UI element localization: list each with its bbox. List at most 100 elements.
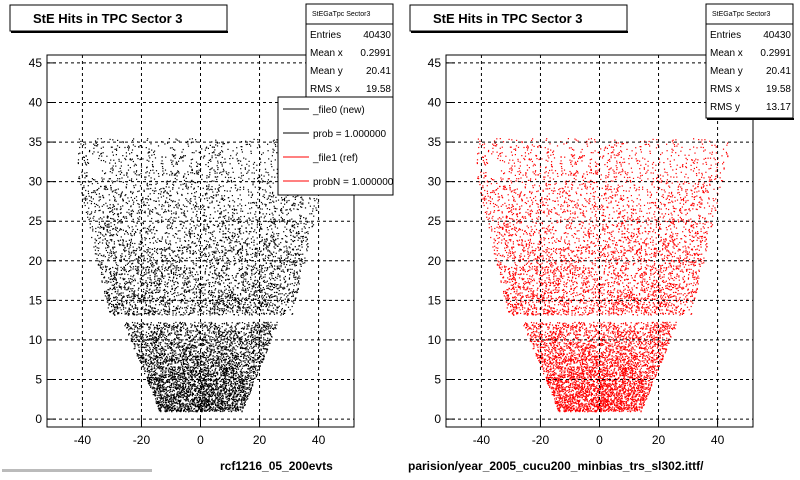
scatter-point [125,287,126,288]
scatter-point [271,311,272,312]
scatter-point [154,388,155,389]
scatter-point [133,250,134,251]
scatter-point [281,257,282,258]
scatter-point [211,266,212,267]
scatter-point [162,259,163,260]
scatter-point [233,361,234,362]
scatter-point [163,366,164,367]
scatter-point [158,214,159,215]
scatter-point [210,161,211,162]
scatter-point [283,287,284,288]
scatter-point [162,403,163,404]
scatter-point [145,270,146,271]
scatter-point [155,311,156,312]
scatter-point [202,369,203,370]
scatter-point [236,362,237,363]
scatter-point [116,230,117,231]
scatter-point [235,327,236,328]
scatter-point [182,392,183,393]
scatter-point [302,203,303,204]
scatter-point [164,404,165,405]
scatter-point [314,198,315,199]
scatter-point [236,190,237,191]
scatter-point [224,349,225,350]
scatter-point [174,382,175,383]
scatter-point [183,300,184,301]
scatter-point [270,225,271,226]
scatter-point [217,394,218,395]
scatter-point [211,186,212,187]
scatter-point [117,145,118,146]
scatter-point [156,311,157,312]
scatter-point [207,200,208,201]
scatter-point [266,340,267,341]
scatter-point [166,260,167,261]
scatter-point [251,370,252,371]
scatter-point [177,286,178,287]
scatter-point [188,181,189,182]
scatter-point [271,176,272,177]
scatter-point [148,333,149,334]
scatter-point [198,206,199,207]
scatter-point [213,409,214,410]
scatter-point [269,304,270,305]
scatter-point [230,177,231,178]
scatter-point [170,385,171,386]
scatter-point [208,232,209,233]
scatter-point [223,368,224,369]
scatter-point [225,293,226,294]
scatter-point [143,255,144,256]
scatter-point [245,314,246,315]
scatter-point [91,192,92,193]
scatter-point [289,253,290,254]
scatter-point [151,229,152,230]
scatter-point [153,298,154,299]
scatter-point [224,286,225,287]
scatter-point [230,242,231,243]
scatter-point [164,313,165,314]
scatter-point [235,285,236,286]
scatter-point [241,172,242,173]
scatter-point [230,334,231,335]
scatter-point [264,276,265,277]
scatter-point [153,341,154,342]
scatter-point [182,228,183,229]
scatter-point [258,337,259,338]
scatter-point [243,276,244,277]
scatter-point [233,383,234,384]
scatter-point [151,271,152,272]
scatter-point [311,213,312,214]
scatter-point [246,297,247,298]
scatter-point [170,240,171,241]
scatter-point [176,337,177,338]
scatter-point [175,267,176,268]
scatter-point [181,395,182,396]
scatter-point [163,278,164,279]
scatter-point [153,172,154,173]
scatter-point [91,201,92,202]
scatter-point [154,290,155,291]
scatter-point [238,369,239,370]
scatter-point [131,178,132,179]
scatter-point [152,364,153,365]
scatter-point [111,255,112,256]
scatter-point [242,408,243,409]
scatter-point [217,165,218,166]
scatter-point [246,249,247,250]
scatter-point [150,305,151,306]
scatter-point [263,306,264,307]
scatter-point [126,289,127,290]
scatter-point [96,253,97,254]
scatter-point [142,279,143,280]
scatter-point [219,256,220,257]
scatter-point [244,335,245,336]
scatter-point [153,229,154,230]
scatter-point [229,406,230,407]
scatter-point [242,248,243,249]
scatter-point [134,296,135,297]
scatter-point [209,218,210,219]
scatter-point [148,270,149,271]
scatter-point [152,388,153,389]
scatter-point [205,302,206,303]
scatter-point [102,269,103,270]
